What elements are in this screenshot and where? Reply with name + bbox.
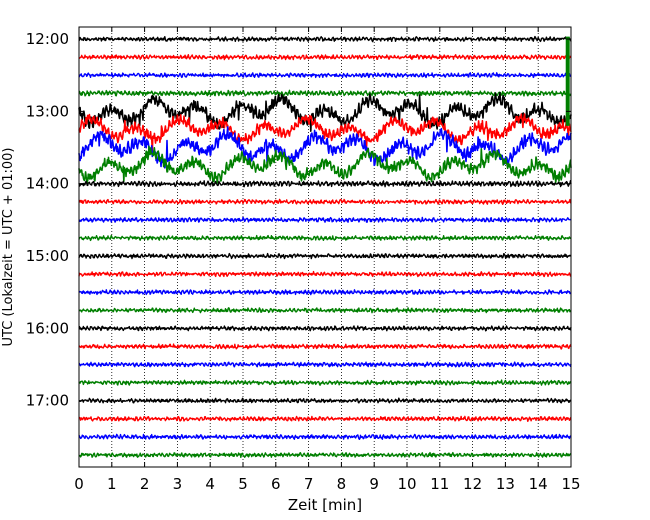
- y-tick-label: 14:00: [26, 175, 69, 193]
- plot-frame: [78, 26, 572, 468]
- trace-line: [78, 179, 572, 188]
- y-axis-ticks: 12:00 13:00 14:00 15:00 16:00 17:00: [26, 30, 571, 410]
- trace-line: [78, 113, 572, 154]
- y-axis-label: UTC (Lokalzeit = UTC + 01:00): [1, 148, 16, 347]
- y-tick-label: 17:00: [26, 392, 69, 410]
- x-tick-label: 13: [496, 475, 515, 493]
- x-tick-label: 4: [205, 475, 215, 493]
- trace-line: [78, 343, 572, 350]
- trace-line: [78, 89, 572, 97]
- x-tick-label: 8: [337, 475, 347, 493]
- x-tick-label: 15: [561, 475, 580, 493]
- trace-line: [78, 307, 572, 314]
- x-tick-label: 5: [238, 475, 248, 493]
- trace-line: [78, 415, 572, 422]
- trace-line: [78, 216, 572, 223]
- trace-line: [78, 397, 572, 404]
- trace-line: [78, 325, 572, 332]
- y-tick-label: 16:00: [26, 319, 69, 337]
- trace-group: [78, 35, 572, 458]
- trace-line: [78, 145, 572, 184]
- trace-line: [78, 72, 572, 79]
- trace-line: [78, 361, 572, 368]
- trace-line: [78, 234, 572, 242]
- x-axis-ticks: 0 1 2 3 4 5 6 7 8 9 10 11 12 13 14 15: [74, 27, 581, 493]
- trace-line: [78, 198, 572, 206]
- trace-line: [78, 54, 572, 61]
- x-tick-label: 11: [430, 475, 449, 493]
- trace-line: [78, 433, 572, 440]
- trace-line: [78, 252, 572, 260]
- trace-line: [78, 92, 572, 132]
- x-tick-label: 2: [140, 475, 150, 493]
- x-tick-label: 12: [463, 475, 482, 493]
- x-tick-label: 10: [397, 475, 416, 493]
- vertical-gridlines: [111, 27, 539, 467]
- y-tick-label: 13:00: [26, 102, 69, 120]
- trace-line: [78, 126, 572, 169]
- x-axis-label: Zeit [min]: [288, 496, 362, 514]
- x-tick-label: 14: [529, 475, 548, 493]
- x-tick-label: 3: [173, 475, 183, 493]
- trace-line: [78, 270, 572, 278]
- x-tick-label: 0: [74, 475, 84, 493]
- x-tick-label: 1: [107, 475, 117, 493]
- x-tick-label: 9: [369, 475, 379, 493]
- trace-line: [78, 289, 572, 296]
- x-tick-label: 7: [304, 475, 314, 493]
- trace-line: [78, 35, 572, 43]
- trace-line: [78, 379, 572, 386]
- y-tick-label: 12:00: [26, 30, 69, 48]
- y-tick-label: 15:00: [26, 247, 69, 265]
- x-tick-label: 6: [271, 475, 281, 493]
- trace-line: [78, 451, 572, 458]
